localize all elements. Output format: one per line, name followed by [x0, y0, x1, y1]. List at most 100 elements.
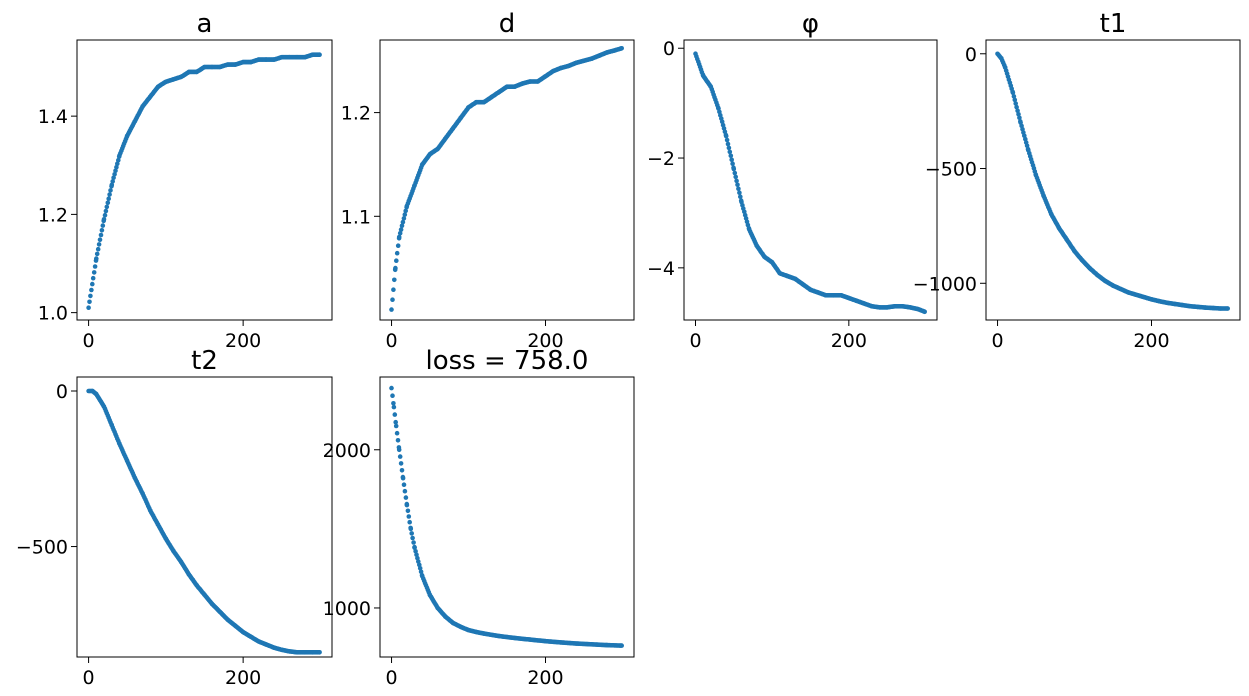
chart-title-t2: t2: [191, 346, 218, 376]
y-tick-label: −500: [16, 537, 68, 559]
chart-title-loss: loss = 758.0: [426, 346, 589, 376]
data-point: [1016, 112, 1021, 117]
x-tick-label: 200: [1133, 330, 1169, 352]
chart-panel-loss: loss = 758.0 0 200 1000 2000: [323, 346, 635, 689]
data-point: [728, 153, 734, 159]
data-point: [104, 204, 110, 210]
series-markers-t1: [995, 51, 1230, 311]
x-tick-label: 0: [385, 667, 397, 689]
chart-panel-a: a 0 200 1.0 1.2 1.4: [38, 9, 333, 352]
data-point: [402, 212, 408, 217]
x-tick-label: 0: [991, 330, 1003, 352]
x-tick-label: 200: [527, 667, 563, 689]
data-point: [397, 231, 403, 236]
data-point: [738, 194, 743, 199]
data-point: [730, 161, 735, 166]
data-point: [619, 46, 624, 51]
data-point: [92, 264, 98, 269]
data-point: [96, 242, 102, 247]
data-point: [100, 223, 106, 228]
data-point: [1012, 97, 1018, 103]
data-point: [109, 182, 115, 188]
data-point: [389, 385, 394, 391]
data-point: [105, 200, 111, 206]
y-tick-label: 1.0: [38, 303, 68, 325]
axes-frame-t1: [985, 39, 1241, 321]
data-point: [399, 223, 405, 229]
x-tick-label: 0: [385, 330, 397, 352]
data-point: [398, 461, 404, 466]
data-point: [90, 275, 96, 281]
data-point: [317, 650, 322, 655]
axes-frame-phi: [683, 39, 938, 321]
data-point: [401, 216, 407, 221]
series-markers-t2: [86, 388, 322, 655]
data-point: [1013, 101, 1018, 106]
data-point: [90, 281, 95, 287]
data-point: [97, 237, 103, 242]
y-tick-label: 1.4: [38, 106, 68, 128]
data-point: [736, 186, 741, 192]
x-tick-label: 0: [83, 330, 95, 352]
series-markers-loss: [389, 385, 624, 648]
data-point: [400, 219, 406, 225]
data-point: [115, 161, 120, 166]
data-point: [410, 535, 415, 541]
data-point: [393, 423, 399, 429]
data-point: [411, 540, 416, 545]
data-point: [733, 174, 738, 180]
data-point: [732, 170, 738, 176]
data-point: [107, 192, 112, 197]
data-point: [725, 141, 731, 147]
data-point: [406, 514, 412, 519]
y-tick-label: 1.2: [38, 204, 68, 226]
data-point: [735, 182, 740, 188]
data-point: [391, 401, 396, 406]
data-point: [114, 164, 119, 170]
data-point: [723, 133, 729, 139]
data-point: [401, 482, 407, 488]
y-tick-label: 1.1: [341, 206, 371, 228]
y-tick-label: 0: [965, 44, 977, 66]
x-tick-label: 200: [831, 330, 867, 352]
data-point: [99, 228, 105, 233]
chart-title-a: a: [197, 9, 213, 39]
data-point: [922, 309, 927, 315]
data-point: [727, 149, 733, 155]
data-point: [399, 468, 405, 473]
axes-frame-a: [76, 39, 333, 321]
data-point: [392, 412, 398, 417]
y-tick-label: 2000: [323, 440, 371, 462]
data-point: [1017, 115, 1022, 121]
data-point: [95, 246, 101, 252]
chart-title-t1: t1: [1100, 9, 1127, 39]
data-point: [106, 196, 111, 201]
data-point: [393, 265, 398, 271]
chart-panel-phi: φ 0 200 −4 −2 0: [647, 9, 938, 352]
chart-title-d: d: [499, 9, 516, 39]
data-point: [724, 137, 730, 143]
y-tick-label: −4: [647, 258, 675, 280]
data-point: [403, 208, 409, 214]
data-point: [110, 179, 115, 184]
data-point: [390, 297, 395, 303]
data-point: [403, 495, 409, 500]
data-point: [108, 188, 113, 193]
data-point: [404, 502, 410, 508]
y-tick-label: 1.2: [341, 103, 371, 125]
x-tick-label: 200: [527, 330, 563, 352]
data-point: [726, 145, 732, 151]
data-point: [397, 454, 403, 459]
data-point: [405, 508, 411, 514]
data-point: [402, 488, 408, 494]
data-point: [396, 447, 402, 453]
data-point: [391, 287, 396, 293]
data-point: [91, 270, 97, 275]
data-point: [98, 232, 104, 238]
y-tick-label: 0: [56, 381, 68, 403]
data-point: [86, 305, 91, 311]
y-tick-label: 0: [663, 38, 675, 60]
data-point: [619, 643, 624, 648]
data-point: [390, 393, 395, 399]
